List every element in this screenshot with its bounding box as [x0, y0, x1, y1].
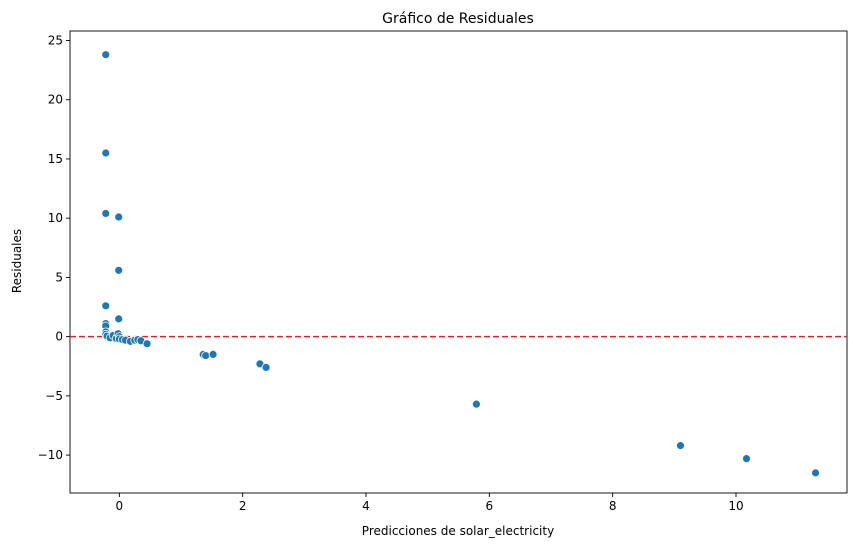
scatter-point	[261, 363, 271, 372]
y-axis: −10 −5 0 5 10 15 20 25	[38, 33, 70, 462]
y-tick-label: −5	[45, 389, 63, 403]
scatter-point	[101, 148, 111, 158]
scatter-point	[142, 339, 152, 349]
y-tick-label: 10	[48, 211, 63, 225]
scatter-point	[101, 301, 111, 311]
y-tick-label: 0	[55, 330, 63, 344]
scatter-point	[471, 399, 481, 409]
x-tick-label: 8	[609, 499, 617, 513]
x-tick-label: 0	[116, 499, 124, 513]
plot-area	[69, 30, 848, 494]
scatter-point	[742, 454, 751, 464]
y-tick-label: 5	[55, 270, 63, 284]
x-axis: 0 2 4 6 8 10	[116, 493, 744, 513]
y-tick-label: −10	[38, 448, 63, 462]
scatter-point	[101, 50, 111, 60]
scatter-point	[811, 468, 820, 478]
x-axis-label: Predicciones de solar_electricity	[362, 524, 554, 538]
x-tick-label: 10	[728, 499, 743, 513]
scatter-point	[114, 265, 124, 275]
plot-frame	[69, 30, 848, 494]
scatter-point	[114, 212, 124, 222]
y-tick-label: 20	[48, 93, 63, 107]
scatter-points	[101, 50, 820, 478]
scatter-point	[676, 441, 685, 451]
x-tick-label: 4	[362, 499, 370, 513]
y-tick-label: 15	[48, 152, 63, 166]
y-axis-label: Residuales	[10, 229, 24, 293]
x-tick-label: 6	[486, 499, 494, 513]
y-tick-label: 25	[48, 33, 63, 47]
scatter-point	[208, 349, 218, 359]
x-tick-label: 2	[239, 499, 247, 513]
scatter-point	[201, 351, 211, 360]
scatter-point	[101, 209, 111, 218]
scatter-point	[114, 314, 124, 324]
chart-title: Gráfico de Residuales	[382, 11, 534, 27]
